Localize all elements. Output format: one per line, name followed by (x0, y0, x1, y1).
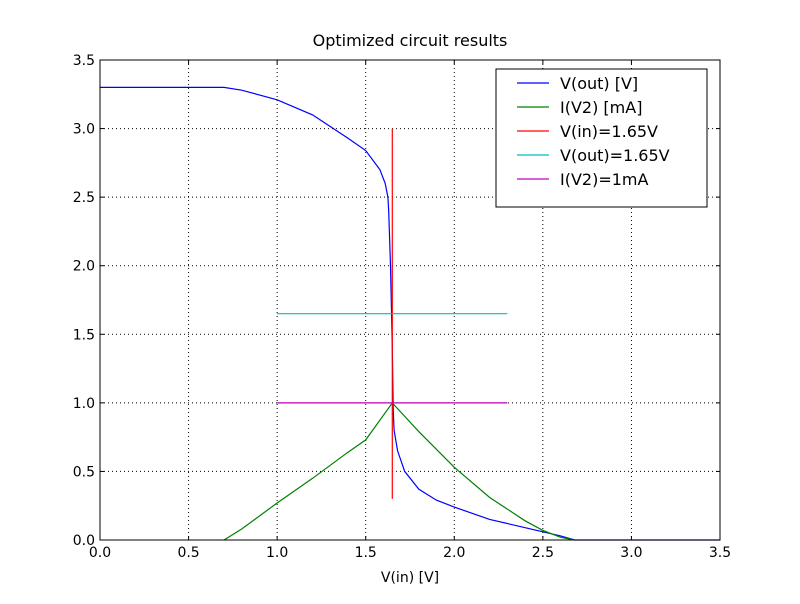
legend-label: I(V2)=1mA (560, 170, 649, 189)
y-tick-label: 1.0 (73, 396, 95, 412)
legend: V(out) [V] I(V2) [mA] V(in)=1.65V V(out)=1.… (495, 68, 708, 208)
x-tick-label: 3.5 (709, 545, 731, 561)
chart-title: Optimized circuit results (313, 31, 508, 50)
x-tick-label: 1.5 (355, 545, 377, 561)
x-tick-label: 3.0 (620, 545, 642, 561)
series-lines (100, 86, 720, 541)
ticks: 0.0 0.5 1.0 1.5 2.0 2.5 3.0 3.5 0.0 0.5 1.0 1.5 2.0 2… (73, 53, 731, 561)
y-tick-label: 3.0 (73, 122, 95, 138)
y-tick-label: 3.5 (73, 53, 95, 69)
y-tick-label: 0.0 (73, 533, 95, 549)
x-tick-label: 2.5 (532, 545, 554, 561)
y-tick-label: 2.5 (73, 190, 95, 206)
legend-label: V(out) [V] (560, 74, 638, 93)
x-tick-label: 0.5 (177, 545, 199, 561)
y-tick-label: 2.0 (73, 259, 95, 275)
x-tick-label: 0.0 (89, 545, 111, 561)
plot-frame (99, 59, 721, 541)
legend-label: V(in)=1.65V (560, 122, 658, 141)
x-tick-label: 1.0 (266, 545, 288, 561)
x-axis-label: V(in) [V] (381, 570, 439, 586)
legend-box (495, 68, 708, 208)
legend-label: V(out)=1.65V (560, 146, 670, 165)
x-tick-label: 2.0 (443, 545, 465, 561)
y-tick-label: 1.5 (73, 327, 95, 343)
series-line-1 (223, 401, 575, 541)
legend-label: I(V2) [mA] (560, 98, 642, 117)
y-tick-label: 0.5 (73, 464, 95, 480)
